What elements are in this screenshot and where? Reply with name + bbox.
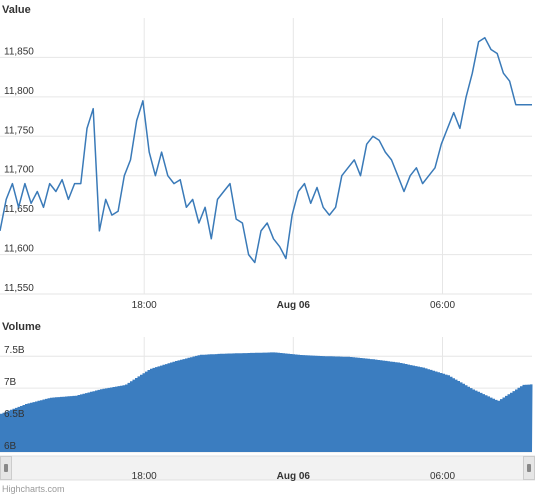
value-series-line <box>0 36 532 264</box>
value-y-tick-label: 11,550 <box>4 283 34 294</box>
volume-area <box>0 352 533 452</box>
navigator-background <box>0 455 535 481</box>
value-y-tick-label: 11,650 <box>4 204 34 215</box>
value-x-tick-label: 06:00 <box>430 300 455 311</box>
volume-y-tick-label: 7.5B <box>4 345 25 356</box>
value-y-tick-label: 11,750 <box>4 125 34 136</box>
value-y-tick-label: 11,800 <box>4 86 34 97</box>
handle-grip-icon <box>4 464 8 472</box>
navigator-left-handle[interactable] <box>0 456 12 480</box>
handle-grip-icon <box>527 464 531 472</box>
navigator-right-handle[interactable] <box>523 456 535 480</box>
navigator-x-tick-label: 18:00 <box>132 471 157 482</box>
value-x-tick-label: Aug 06 <box>277 300 311 311</box>
value-panel-title: Value <box>2 4 31 16</box>
volume-panel-title: Volume <box>2 321 41 333</box>
value-y-tick-label: 11,850 <box>4 46 34 57</box>
volume-y-tick-label: 6B <box>4 441 17 452</box>
value-y-tick-label: 11,700 <box>4 165 34 176</box>
value-x-tick-label: 18:00 <box>132 300 157 311</box>
navigator-x-tick-label: 06:00 <box>430 471 455 482</box>
value-y-tick-label: 11,600 <box>4 244 34 255</box>
volume-y-tick-label: 6.5B <box>4 409 25 420</box>
navigator-x-tick-label: Aug 06 <box>277 471 311 482</box>
volume-y-tick-label: 7B <box>4 377 17 388</box>
chart-credit: Highcharts.com <box>2 484 65 494</box>
